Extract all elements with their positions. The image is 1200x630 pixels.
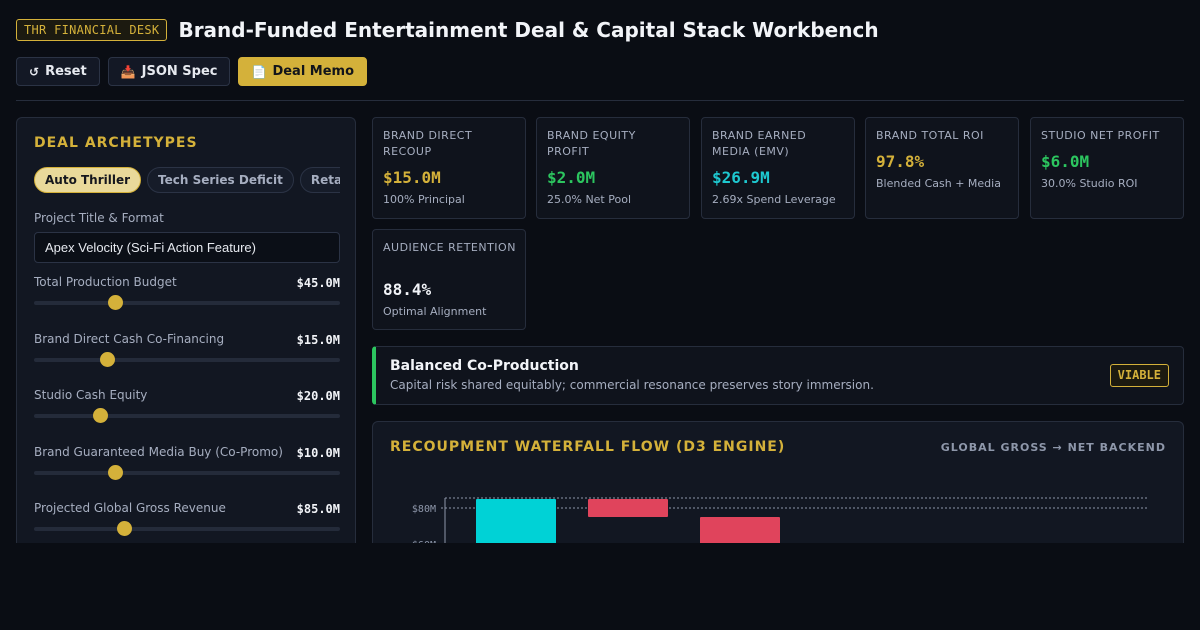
project-title-label: Project Title & Format <box>34 211 164 225</box>
kpi-value: 88.4% <box>383 280 432 299</box>
kpi-studio-net-profit: STUDIO NET PROFIT $6.0M 30.0% Studio ROI <box>1030 117 1184 219</box>
kpi-sub: 25.0% Net Pool <box>547 193 632 206</box>
slider-value: $15.0M <box>296 333 340 347</box>
panel-title: DEAL ARCHETYPES <box>34 135 198 151</box>
waterfall-bar[interactable] <box>700 517 780 543</box>
kpi-value: $2.0M <box>547 168 596 187</box>
reset-icon: ↺ <box>29 64 40 79</box>
json-spec-button[interactable]: 📥 JSON Spec <box>107 57 231 86</box>
deal-status-banner: Balanced Co-Production Capital risk shar… <box>372 346 1184 405</box>
toolbar: ↺ Reset 📥 JSON Spec 📄 Deal Memo <box>16 57 368 86</box>
chart-subtitle: GLOBAL GROSS → NET BACKEND <box>940 441 1166 454</box>
kpi-sub: 100% Principal <box>383 193 465 206</box>
header: THR FINANCIAL DESK Brand-Funded Entertai… <box>16 17 879 43</box>
slider-media-buy: Brand Guaranteed Media Buy (Co-Promo) $1… <box>34 445 340 485</box>
desk-tag: THR FINANCIAL DESK <box>16 19 168 41</box>
chart-title: RECOUPMENT WATERFALL FLOW (D3 ENGINE) <box>390 439 786 455</box>
kpi-value: $26.9M <box>712 168 770 187</box>
archetype-chip[interactable]: Tech Series Deficit <box>147 167 294 193</box>
y-tick-label: $80M <box>412 504 436 515</box>
kpi-label: BRAND TOTAL ROI <box>876 129 984 142</box>
slider-gross-revenue: Projected Global Gross Revenue $85.0M <box>34 501 340 541</box>
deal-memo-button[interactable]: 📄 Deal Memo <box>238 57 368 86</box>
slider-thumb[interactable] <box>108 295 124 310</box>
reset-label: Reset <box>45 64 87 79</box>
slider-label: Projected Global Gross Revenue <box>34 501 226 515</box>
slider-label: Brand Direct Cash Co-Financing <box>34 332 225 346</box>
deal-memo-label: Deal Memo <box>272 64 355 79</box>
document-icon: 📄 <box>251 64 267 79</box>
page-title: Brand-Funded Entertainment Deal & Capita… <box>178 18 879 42</box>
y-tick-label: $60M <box>412 540 436 543</box>
archetype-chip[interactable]: Auto Thriller <box>34 167 142 193</box>
slider-track[interactable] <box>34 358 340 362</box>
slider-thumb[interactable] <box>117 521 133 536</box>
slider-thumb[interactable] <box>108 465 124 480</box>
kpi-label: BRAND EARNED MEDIA (EMV) <box>712 129 807 158</box>
waterfall-bar[interactable] <box>476 499 556 543</box>
reset-button[interactable]: ↺ Reset <box>16 57 100 86</box>
header-divider <box>16 100 1184 101</box>
status-description: Capital risk shared equitably; commercia… <box>390 378 874 392</box>
slider-value: $45.0M <box>296 276 340 290</box>
slider-label: Studio Cash Equity <box>34 388 148 402</box>
kpi-sub: 2.69x Spend Leverage <box>712 193 836 206</box>
waterfall-bar[interactable] <box>588 499 668 517</box>
slider-track[interactable] <box>34 414 340 418</box>
kpi-audience-retention: AUDIENCE RETENTION 88.4% Optimal Alignme… <box>372 229 526 330</box>
kpi-label: STUDIO NET PROFIT <box>1041 129 1160 142</box>
slider-label: Total Production Budget <box>34 275 177 289</box>
archetype-chip[interactable]: Retail Spin <box>299 167 340 193</box>
kpi-label: BRAND EQUITY PROFIT <box>547 129 636 158</box>
slider-track[interactable] <box>34 527 340 531</box>
kpi-sub: Blended Cash + Media <box>876 177 1001 190</box>
kpi-brand-earned-media: BRAND EARNED MEDIA (EMV) $26.9M 2.69x Sp… <box>701 117 855 219</box>
slider-value: $20.0M <box>296 389 340 403</box>
slider-thumb[interactable] <box>92 408 108 423</box>
status-badge: VIABLE <box>1109 364 1169 387</box>
kpi-value: $6.0M <box>1041 152 1090 171</box>
json-spec-label: JSON Spec <box>141 64 218 79</box>
slider-value: $10.0M <box>296 446 340 460</box>
waterfall-chart: $80M $60M <box>412 497 1148 543</box>
slider-brand-cash: Brand Direct Cash Co-Financing $15.0M <box>34 332 340 372</box>
kpi-sub: 30.0% Studio ROI <box>1041 177 1138 190</box>
waterfall-chart-panel: $80M $60M RECOUPMENT WATERFALL FLOW (D3 E… <box>372 421 1184 543</box>
slider-studio-equity: Studio Cash Equity $20.0M <box>34 388 340 428</box>
kpi-label: AUDIENCE RETENTION <box>383 241 516 254</box>
slider-thumb[interactable] <box>99 352 115 367</box>
status-title: Balanced Co-Production <box>390 358 579 374</box>
project-title-input[interactable] <box>34 232 340 263</box>
kpi-sub: Optimal Alignment <box>383 305 487 318</box>
deal-archetypes-panel: DEAL ARCHETYPES Auto Thriller Tech Series… <box>16 117 356 543</box>
kpi-value: 97.8% <box>876 152 925 171</box>
kpi-brand-direct-recoup: BRAND DIRECT RECOUP $15.0M 100% Principa… <box>372 117 526 219</box>
kpi-brand-equity-profit: BRAND EQUITY PROFIT $2.0M 25.0% Net Pool <box>536 117 690 219</box>
slider-label: Brand Guaranteed Media Buy (Co-Promo) <box>34 445 283 459</box>
kpi-label: BRAND DIRECT RECOUP <box>383 129 473 158</box>
slider-track[interactable] <box>34 471 340 475</box>
slider-total-budget: Total Production Budget $45.0M <box>34 275 340 315</box>
slider-track[interactable] <box>34 301 340 305</box>
download-icon: 📥 <box>120 64 136 79</box>
kpi-value: $15.0M <box>383 168 441 187</box>
kpi-brand-total-roi: BRAND TOTAL ROI 97.8% Blended Cash + Med… <box>865 117 1019 219</box>
slider-value: $85.0M <box>296 502 340 516</box>
